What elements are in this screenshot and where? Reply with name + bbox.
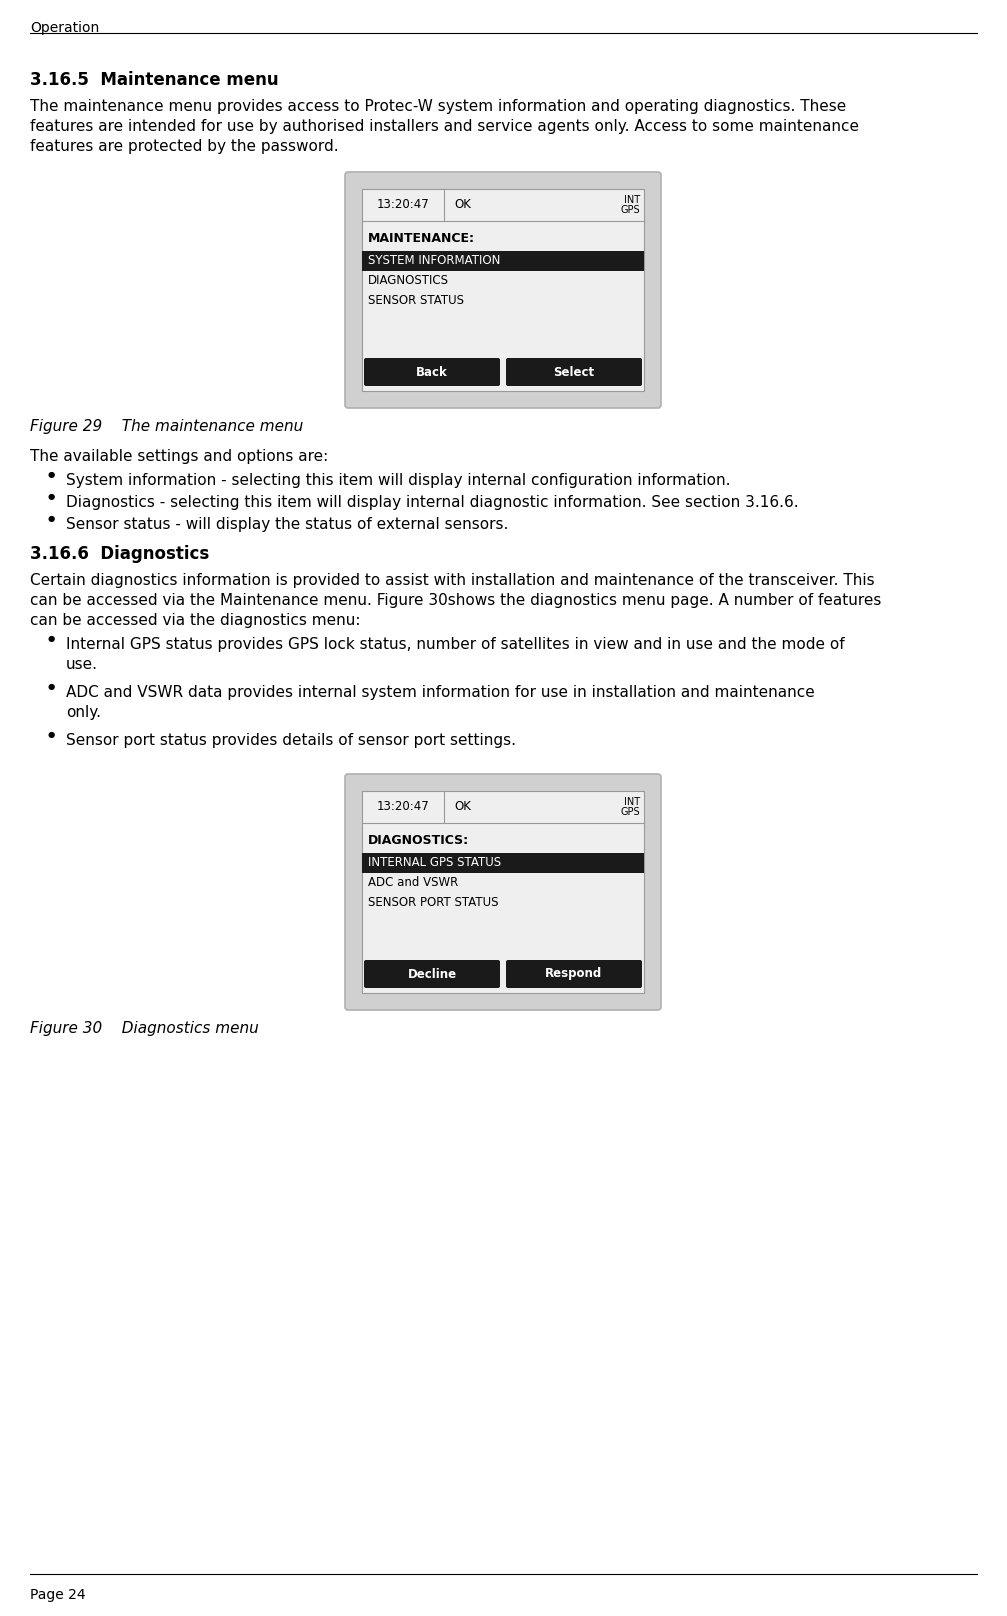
Text: Internal GPS status provides GPS lock status, number of satellites in view and i: Internal GPS status provides GPS lock st…: [66, 637, 845, 651]
Text: Figure 30    Diagnostics menu: Figure 30 Diagnostics menu: [30, 1021, 259, 1036]
Text: ADC and VSWR data provides internal system information for use in installation a: ADC and VSWR data provides internal syst…: [66, 685, 815, 700]
Text: Select: Select: [554, 365, 594, 378]
Bar: [362, 790, 644, 992]
Text: INTERNAL GPS STATUS: INTERNAL GPS STATUS: [368, 856, 501, 869]
Text: DIAGNOSTICS:: DIAGNOSTICS:: [368, 834, 469, 847]
Text: 13:20:47: 13:20:47: [377, 800, 429, 813]
FancyBboxPatch shape: [364, 960, 500, 987]
FancyBboxPatch shape: [506, 359, 642, 386]
Text: ●: ●: [48, 633, 55, 643]
FancyBboxPatch shape: [364, 359, 500, 386]
Text: only.: only.: [66, 705, 101, 721]
Text: Sensor port status provides details of sensor port settings.: Sensor port status provides details of s…: [66, 734, 516, 748]
Text: System information - selecting this item will display internal configuration inf: System information - selecting this item…: [66, 473, 730, 488]
Text: Back: Back: [416, 365, 448, 378]
Text: INT
GPS: INT GPS: [620, 194, 640, 215]
Text: Page 24: Page 24: [30, 1589, 86, 1601]
Text: can be accessed via the diagnostics menu:: can be accessed via the diagnostics menu…: [30, 612, 361, 629]
Text: ●: ●: [48, 491, 55, 501]
Text: features are intended for use by authorised installers and service agents only. : features are intended for use by authori…: [30, 120, 859, 134]
Text: 3.16.5  Maintenance menu: 3.16.5 Maintenance menu: [30, 71, 279, 89]
Text: 3.16.6  Diagnostics: 3.16.6 Diagnostics: [30, 545, 209, 562]
Text: ●: ●: [48, 730, 55, 739]
Text: Decline: Decline: [408, 968, 456, 981]
Bar: [362, 853, 644, 873]
Text: features are protected by the password.: features are protected by the password.: [30, 139, 338, 154]
Text: ADC and VSWR: ADC and VSWR: [368, 876, 458, 889]
Text: ●: ●: [48, 470, 55, 478]
Text: 13:20:47: 13:20:47: [377, 199, 429, 212]
Text: SYSTEM INFORMATION: SYSTEM INFORMATION: [368, 254, 500, 268]
FancyBboxPatch shape: [345, 171, 661, 407]
Text: OK: OK: [454, 800, 471, 813]
Text: use.: use.: [66, 658, 98, 672]
Text: can be accessed via the Maintenance menu. Figure 30shows the diagnostics menu pa: can be accessed via the Maintenance menu…: [30, 593, 881, 608]
FancyBboxPatch shape: [506, 960, 642, 987]
Text: Sensor status - will display the status of external sensors.: Sensor status - will display the status …: [66, 517, 509, 532]
Text: SENSOR PORT STATUS: SENSOR PORT STATUS: [368, 897, 498, 910]
Text: ●: ●: [48, 682, 55, 692]
Text: ●: ●: [48, 514, 55, 524]
Bar: [362, 189, 644, 391]
Text: INT
GPS: INT GPS: [620, 797, 640, 818]
Text: The available settings and options are:: The available settings and options are:: [30, 449, 328, 464]
Text: Certain diagnostics information is provided to assist with installation and main: Certain diagnostics information is provi…: [30, 574, 875, 588]
Text: The maintenance menu provides access to Protec-W system information and operatin: The maintenance menu provides access to …: [30, 99, 846, 115]
Text: Diagnostics - selecting this item will display internal diagnostic information. : Diagnostics - selecting this item will d…: [66, 494, 799, 511]
Text: OK: OK: [454, 199, 471, 212]
Text: SENSOR STATUS: SENSOR STATUS: [368, 294, 464, 307]
Text: Respond: Respond: [546, 968, 602, 981]
Text: Figure 29    The maintenance menu: Figure 29 The maintenance menu: [30, 419, 303, 435]
FancyBboxPatch shape: [345, 774, 661, 1010]
Text: Operation: Operation: [30, 21, 100, 36]
Text: MAINTENANCE:: MAINTENANCE:: [368, 233, 475, 246]
Bar: [362, 250, 644, 271]
Text: DIAGNOSTICS: DIAGNOSTICS: [368, 275, 449, 288]
